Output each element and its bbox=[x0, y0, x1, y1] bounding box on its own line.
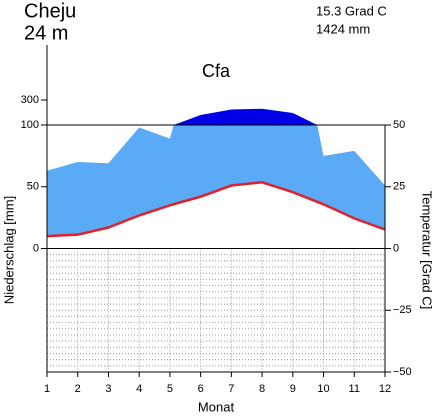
annual-precipitation: 1424 mm bbox=[316, 21, 370, 36]
x-tick-label: 6 bbox=[198, 383, 204, 395]
precipitation-high-area bbox=[47, 108, 385, 125]
y-tick-label: 50 bbox=[27, 181, 39, 193]
x-axis-label: Monat bbox=[198, 399, 235, 414]
y-axis-label: Niederschlag [mm] bbox=[1, 196, 16, 304]
y-tick-label: 100 bbox=[21, 119, 39, 131]
x-tick-label: 10 bbox=[317, 383, 329, 395]
y2-tick-label: 0 bbox=[393, 242, 399, 254]
elevation: 24 m bbox=[24, 22, 68, 44]
x-tick-label: 2 bbox=[75, 383, 81, 395]
x-tick-label: 8 bbox=[259, 383, 265, 395]
x-tick-label: 3 bbox=[105, 383, 111, 395]
y2-tick-label: 50 bbox=[393, 119, 405, 131]
y2-tick-label: 25 bbox=[393, 181, 405, 193]
x-tick-label: 12 bbox=[379, 383, 391, 395]
precipitation-area bbox=[47, 125, 385, 237]
x-tick-label: 5 bbox=[167, 383, 173, 395]
climate-class: Cfa bbox=[202, 61, 231, 81]
x-tick-label: 1 bbox=[44, 383, 50, 395]
y2-tick-label: −50 bbox=[393, 366, 412, 378]
temperature-line bbox=[46, 181, 386, 238]
x-tick-label: 11 bbox=[349, 383, 360, 395]
y-tick-label: 0 bbox=[33, 242, 39, 254]
mean-temperature: 15.3 Grad C bbox=[316, 3, 387, 18]
x-tick-label: 7 bbox=[228, 383, 234, 395]
station-name: Cheju bbox=[24, 0, 76, 22]
y-tick-label: 300 bbox=[21, 94, 39, 106]
x-tick-label: 9 bbox=[290, 383, 296, 395]
x-tick-label: 4 bbox=[136, 383, 142, 395]
y2-tick-label: −25 bbox=[393, 304, 412, 316]
y2-axis-label: Temperatur [Grad C] bbox=[420, 191, 435, 310]
